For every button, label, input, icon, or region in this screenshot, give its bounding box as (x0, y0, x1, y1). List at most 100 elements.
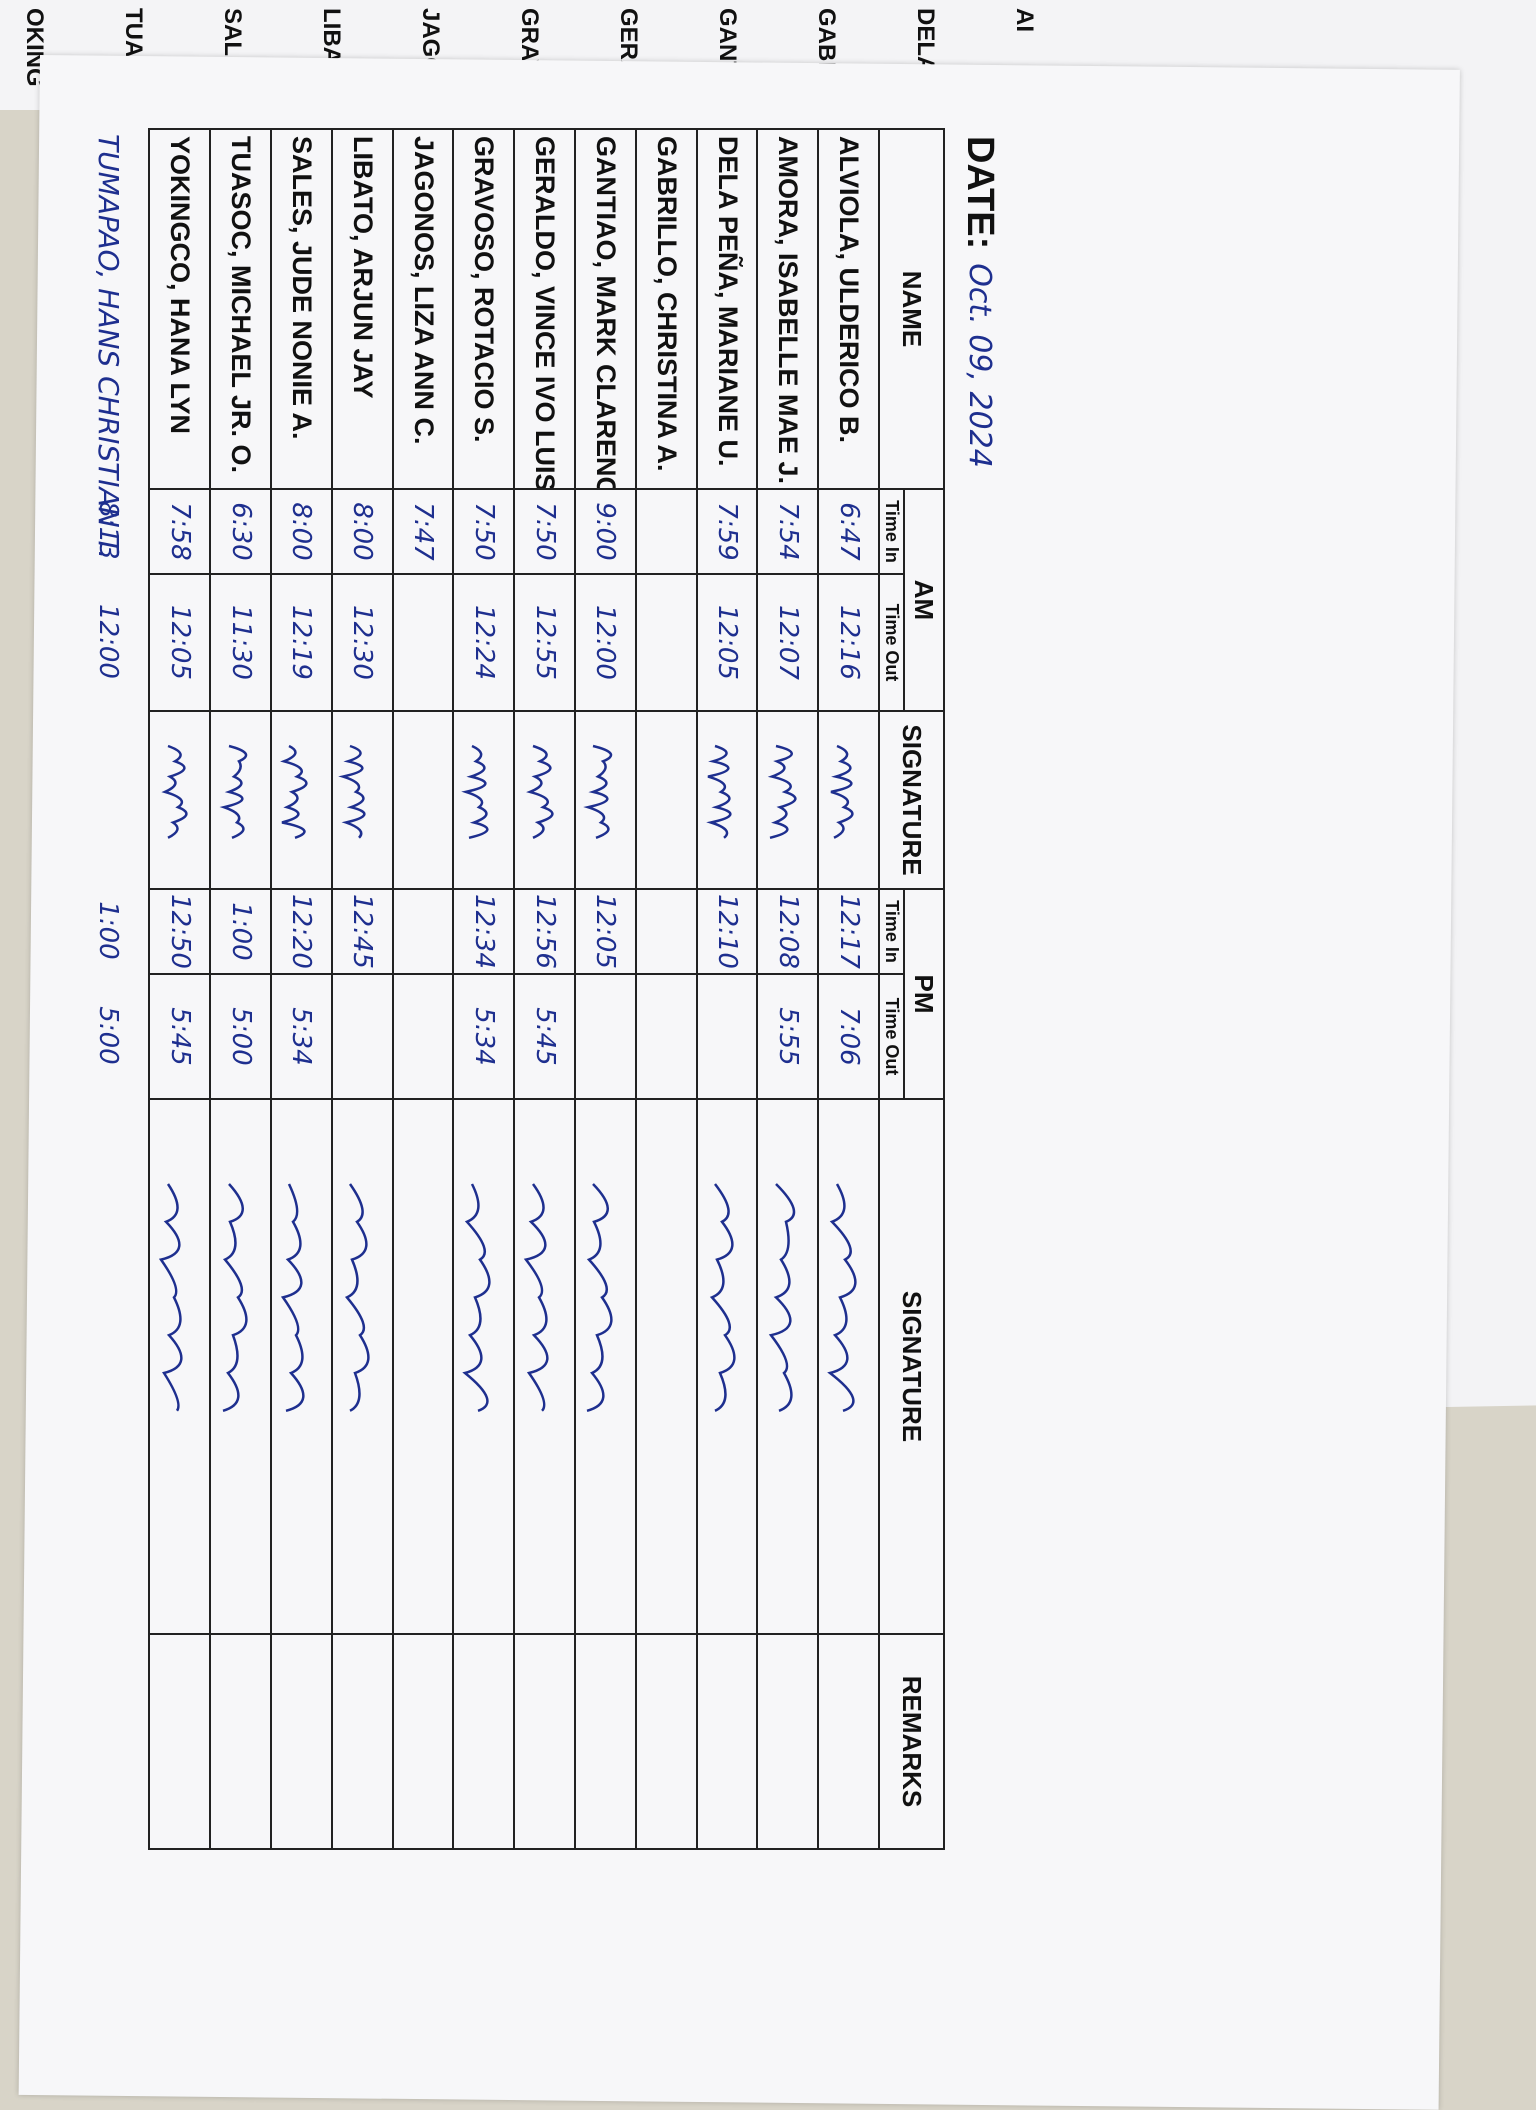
time-cell: 12:45 (331, 889, 393, 974)
signature (222, 1183, 248, 1413)
time-cell: 7:50 (453, 489, 515, 574)
remarks-cell (392, 1634, 454, 1849)
time-cell: 11:30 (210, 574, 272, 711)
signature-cell (514, 711, 576, 889)
name-cell: LIBATO, ARJUN JAY (331, 129, 393, 489)
attendance-table: NAME AM SIGNATURE PM SIGNATURE REMARKS T… (148, 128, 945, 1850)
remarks-cell (757, 1634, 819, 1849)
time-cell: 7:54 (757, 489, 819, 574)
time-cell (331, 974, 393, 1099)
row: AMORA, ISABELLE MAE J. 7:54 12:07 12:08 5:55 (757, 129, 819, 1849)
time-cell: 5:45 (514, 974, 576, 1099)
signature-cell (696, 711, 758, 889)
header-time-out: Time Out (879, 974, 904, 1099)
time-cell: 5:55 (757, 974, 819, 1099)
header-name: NAME (879, 129, 944, 489)
remarks-cell (149, 1634, 211, 1849)
time-cell: 12:56 (514, 889, 576, 974)
signature (583, 744, 613, 839)
signature-stroke (706, 744, 732, 839)
signature-stroke (161, 744, 188, 839)
signature-cell (149, 711, 211, 889)
time-cell: 6:47 (818, 489, 879, 574)
row: GERALDO, VINCE IVO LUIS 7:50 12:55 12:56 5:4… (514, 129, 576, 1849)
signature (338, 744, 366, 839)
name-cell: GRAVOSO, ROTACIO S. (453, 129, 515, 489)
signature (345, 1183, 370, 1412)
time-cell: 12:00 (93, 604, 124, 679)
time-cell: 5:00 (93, 1006, 124, 1065)
remarks-cell (453, 1634, 515, 1849)
signature (461, 744, 489, 840)
time-cell: 5:45 (149, 974, 211, 1099)
signature-cell (696, 1099, 758, 1634)
signature (523, 1183, 549, 1412)
time-cell: 12:30 (331, 574, 393, 711)
signature-stroke (461, 744, 489, 840)
remarks-cell (210, 1634, 272, 1849)
signature-cell (68, 1098, 148, 1633)
row: JAGONOS, LIZA ANN C. 7:47 (392, 129, 454, 1849)
signature (709, 1183, 736, 1412)
time-cell: 12:05 (575, 889, 636, 974)
time-cell: 9:00 (575, 489, 636, 574)
signature-cell (757, 1099, 819, 1634)
signature-stroke (768, 1183, 796, 1412)
time-cell: 12:24 (453, 574, 515, 711)
name-cell: GABRILLO, CHRISTINA A. (635, 129, 697, 489)
signature-cell (210, 1099, 272, 1634)
row: LIBATO, ARJUN JAY 8:00 12:30 12:45 (331, 129, 393, 1849)
signature-cell (331, 1099, 393, 1634)
remarks-cell (635, 1634, 697, 1849)
signature (768, 1183, 796, 1412)
time-cell (696, 974, 758, 1099)
time-cell: 8:00 (271, 489, 332, 574)
time-cell: 7:58 (149, 489, 211, 574)
time-cell: 1:00 (210, 889, 272, 974)
time-cell: 5:34 (271, 974, 332, 1099)
signature-cell (392, 711, 454, 889)
signature-stroke (525, 744, 554, 839)
name-cell: SALES, JUDE NONIE A. (271, 129, 332, 489)
signature-cell (757, 711, 819, 889)
signature-stroke (523, 1183, 549, 1412)
signature-cell (331, 711, 393, 889)
handwritten-entry: TUMAPAO, HANS CHRISTIAN T. 8:13 12:00 1:00 5… (68, 128, 148, 1848)
row: GRAVOSO, ROTACIO S. 7:50 12:24 12:34 5:34 (453, 129, 515, 1849)
time-cell: 12:07 (757, 574, 819, 711)
row: YOKINGCO, HANA LYN 7:58 12:05 12:50 5:45 (149, 129, 211, 1849)
time-cell: 12:16 (818, 574, 879, 711)
time-cell: 12:05 (149, 574, 211, 711)
date: Oct. 09, 2024 (962, 263, 998, 468)
header-signature: SIGNATURE (879, 711, 944, 889)
signature-cell (635, 1099, 697, 1634)
name-cell: DELA PEÑA, MARIANE U. (696, 129, 758, 489)
signature (706, 744, 732, 839)
row: GABRILLO, CHRISTINA A. (635, 129, 697, 1849)
signature (158, 1183, 183, 1412)
time-cell (392, 574, 454, 711)
time-cell: 12:34 (453, 889, 515, 974)
time-cell: 5:34 (453, 974, 515, 1099)
time-cell (575, 974, 636, 1099)
signature-cell (575, 711, 636, 889)
signature-stroke (709, 1183, 736, 1412)
signature-cell (453, 711, 515, 889)
signature-stroke (345, 1183, 370, 1412)
remarks-cell (514, 1634, 576, 1849)
time-cell: 5:00 (210, 974, 272, 1099)
time-cell: 6:30 (210, 489, 272, 574)
time-cell: 12:19 (271, 574, 332, 711)
name-cell: AMORA, ISABELLE MAE J. (757, 129, 819, 489)
time-cell (392, 974, 454, 1099)
remarks-cell (575, 1634, 636, 1849)
header-time-in: Time In (879, 889, 904, 974)
date-label: DATE: (959, 136, 1002, 250)
signature-stroke (587, 1183, 613, 1413)
signature-stroke (338, 744, 366, 839)
remarks-cell (68, 1633, 148, 1848)
header-am: AM (904, 489, 944, 711)
time-cell: 12:10 (696, 889, 758, 974)
signature (826, 1183, 857, 1412)
